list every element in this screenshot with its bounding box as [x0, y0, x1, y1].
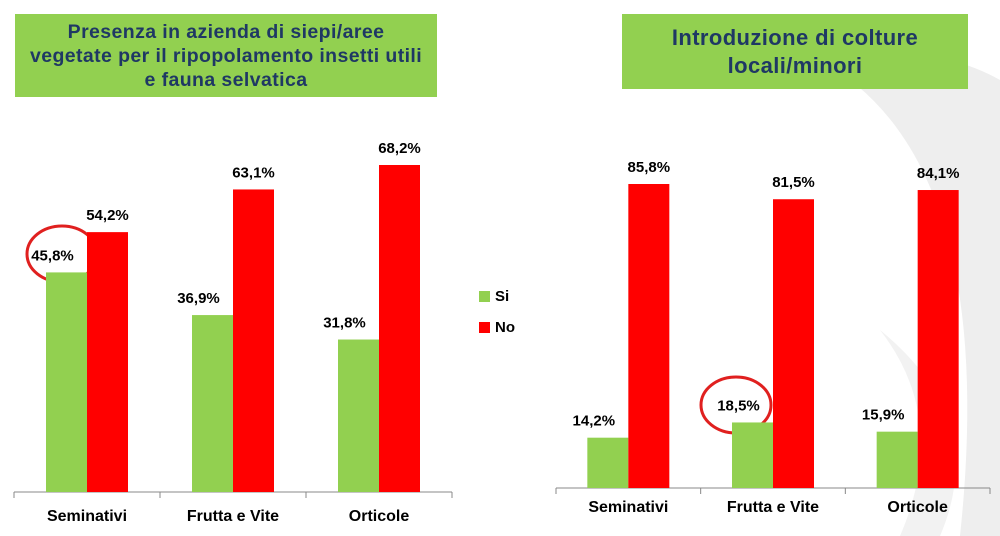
bar	[876, 431, 918, 488]
value-label: 54,2%	[86, 207, 129, 224]
value-label: 18,5%	[717, 397, 760, 414]
value-label: 85,8%	[628, 159, 671, 176]
x-tick-label: Seminativi	[588, 499, 668, 516]
chart-title: Introduzione di colture locali/minori	[622, 14, 968, 89]
value-label: 15,9%	[862, 407, 905, 424]
x-tick-label: Orticole	[349, 508, 410, 525]
x-tick-label: Frutta e Vite	[727, 499, 819, 516]
value-label: 31,8%	[323, 314, 366, 331]
value-label: 36,9%	[177, 290, 220, 307]
bar	[732, 422, 773, 488]
value-label: 81,5%	[772, 174, 815, 191]
bar	[628, 184, 670, 488]
value-label: 84,1%	[917, 165, 960, 182]
bar	[773, 199, 814, 489]
x-tick-label: Seminativi	[47, 508, 127, 525]
value-label: 14,2%	[573, 413, 616, 430]
bar	[338, 339, 379, 492]
bar	[917, 190, 959, 488]
chart-title: Presenza in azienda di siepi/aree vegeta…	[15, 14, 437, 97]
value-label: 45,8%	[31, 247, 74, 264]
x-tick-label: Orticole	[887, 499, 948, 516]
legend-label: No	[495, 319, 515, 336]
bar	[587, 437, 629, 488]
legend-swatch	[479, 291, 490, 302]
bar	[192, 315, 233, 492]
bar	[379, 165, 420, 492]
legend-label: Si	[495, 288, 509, 305]
legend-swatch	[479, 322, 490, 333]
bar	[233, 189, 274, 493]
x-tick-label: Frutta e Vite	[187, 508, 279, 525]
bar	[46, 272, 87, 492]
background-swoosh	[820, 53, 1000, 536]
value-label: 63,1%	[232, 164, 275, 181]
value-label: 68,2%	[378, 140, 421, 157]
bar	[87, 232, 128, 492]
